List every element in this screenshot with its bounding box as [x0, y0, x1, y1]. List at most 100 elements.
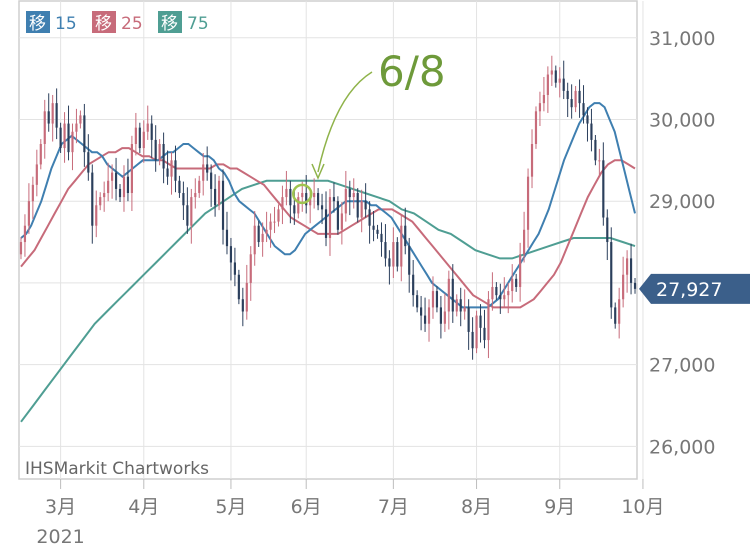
- y-axis: 31,000 30,000 29,000 27,000 26,000: [649, 28, 715, 459]
- legend-symbol: 移: [29, 14, 46, 34]
- candle-body: [483, 327, 486, 341]
- candle: [221, 169, 225, 245]
- candle-body: [626, 258, 629, 275]
- candle-body: [130, 143, 133, 194]
- candle-body: [352, 193, 355, 198]
- candle-body: [542, 94, 545, 104]
- candle-body: [511, 278, 514, 292]
- candle-body: [523, 229, 526, 255]
- candle-body: [515, 278, 518, 287]
- candle-body: [174, 160, 177, 181]
- x-tick-label: 7月: [378, 496, 409, 518]
- candle: [103, 181, 106, 212]
- candle: [515, 273, 518, 292]
- candle-body: [606, 217, 609, 243]
- candle: [622, 256, 625, 308]
- candle: [526, 168, 530, 248]
- candle: [114, 157, 118, 201]
- candle: [332, 182, 336, 213]
- y-tick-label: 27,000: [649, 355, 715, 377]
- candle: [427, 299, 431, 342]
- candle-body: [416, 295, 419, 308]
- candle: [554, 65, 557, 88]
- candle-body: [313, 193, 316, 198]
- candle: [245, 264, 248, 320]
- plot-frame: [18, 0, 638, 480]
- candle-body: [261, 233, 264, 243]
- candle: [388, 250, 391, 285]
- legend-value: 75: [187, 14, 209, 34]
- candle-body: [126, 176, 130, 194]
- legend-value: 25: [121, 14, 143, 34]
- candle: [118, 184, 122, 203]
- candle-body: [285, 188, 288, 198]
- candle-body: [404, 225, 407, 247]
- candle-body: [206, 164, 209, 173]
- candle: [348, 180, 351, 216]
- x-axis: 3月 2021 4月 5月 6月 7月 8月 9月 10月: [36, 479, 665, 548]
- candle-body: [463, 307, 466, 312]
- candle: [499, 283, 502, 314]
- candle: [305, 175, 308, 214]
- candle: [483, 309, 486, 349]
- candle-body: [35, 164, 38, 185]
- candle: [39, 139, 42, 170]
- candle: [154, 125, 157, 172]
- candle-body: [269, 221, 272, 230]
- candle: [186, 187, 189, 234]
- candle-body: [372, 225, 375, 230]
- candle-body: [388, 258, 391, 267]
- legend-item: 移 15: [26, 11, 77, 34]
- candle-body: [392, 242, 395, 267]
- candle: [55, 88, 58, 140]
- candle: [75, 108, 78, 144]
- candle: [210, 164, 213, 207]
- candle: [237, 269, 240, 305]
- candle: [618, 287, 621, 339]
- candle-body: [237, 274, 240, 300]
- candle-body: [467, 307, 470, 332]
- candle: [166, 150, 169, 185]
- candle: [368, 201, 371, 244]
- candle: [202, 152, 205, 196]
- candle-body: [519, 254, 522, 287]
- candle: [538, 91, 542, 127]
- candle: [590, 108, 593, 152]
- candle-body: [412, 274, 415, 296]
- candle-body: [578, 90, 581, 104]
- candle: [130, 135, 133, 211]
- candle-body: [530, 143, 534, 177]
- candle-body: [245, 282, 248, 312]
- candle: [594, 135, 597, 166]
- candle: [495, 282, 498, 301]
- candle-body: [614, 307, 617, 324]
- candle-body: [364, 201, 367, 210]
- candle-body: [225, 229, 229, 247]
- candle-body: [202, 164, 205, 181]
- candle-body: [443, 311, 446, 324]
- annotation-group: 6/8: [292, 47, 446, 205]
- x-tick-label: 9月: [544, 496, 575, 518]
- annotation-label: 6/8: [378, 47, 446, 96]
- candle-body: [455, 299, 458, 312]
- last-price-tag: [639, 273, 750, 304]
- candle: [214, 174, 217, 217]
- candle: [43, 99, 46, 159]
- candle: [570, 84, 573, 119]
- candle-body: [91, 172, 94, 226]
- candle: [471, 317, 474, 360]
- candle: [47, 93, 50, 132]
- candle: [412, 260, 415, 307]
- candle-body: [178, 180, 181, 194]
- candle-body: [146, 123, 149, 132]
- candle: [364, 183, 367, 218]
- candle: [626, 250, 629, 293]
- moving-average-lines: [20, 102, 636, 423]
- candle-body: [281, 197, 284, 210]
- candle-body: [526, 176, 530, 230]
- candle: [392, 227, 395, 278]
- candle-body: [451, 278, 454, 312]
- candle-body: [79, 115, 82, 124]
- candle-body: [194, 193, 197, 198]
